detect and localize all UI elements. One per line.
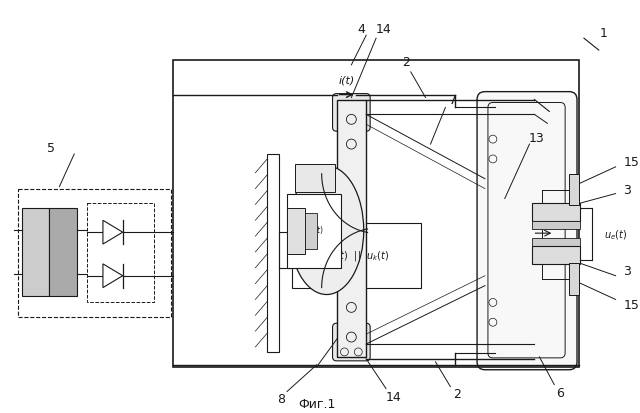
FancyBboxPatch shape bbox=[333, 95, 370, 132]
Bar bbox=[337, 100, 366, 357]
Bar bbox=[569, 174, 579, 206]
Text: 15: 15 bbox=[623, 298, 639, 311]
Text: 5: 5 bbox=[47, 141, 56, 154]
Text: 6: 6 bbox=[556, 386, 564, 399]
Text: 3: 3 bbox=[623, 265, 632, 278]
Bar bbox=[305, 214, 317, 249]
Bar bbox=[87, 204, 154, 303]
Polygon shape bbox=[103, 264, 123, 288]
Bar bbox=[18, 189, 172, 318]
Bar bbox=[22, 209, 49, 296]
Text: $u_e(t)$: $u_e(t)$ bbox=[604, 228, 627, 241]
Bar bbox=[268, 154, 279, 352]
Text: i(t): i(t) bbox=[339, 76, 355, 85]
Bar bbox=[532, 239, 580, 247]
Bar bbox=[295, 164, 335, 192]
Text: 14: 14 bbox=[376, 23, 392, 36]
Text: 8: 8 bbox=[277, 392, 285, 405]
Bar bbox=[532, 247, 580, 264]
Polygon shape bbox=[103, 221, 123, 244]
Text: 3: 3 bbox=[623, 184, 632, 197]
Ellipse shape bbox=[289, 166, 364, 295]
Bar bbox=[532, 222, 580, 230]
Text: 2: 2 bbox=[453, 387, 461, 400]
Text: $u_m(t)$: $u_m(t)$ bbox=[303, 224, 324, 237]
Bar bbox=[292, 224, 420, 288]
Bar bbox=[49, 209, 77, 296]
Text: 1: 1 bbox=[600, 27, 607, 40]
FancyBboxPatch shape bbox=[333, 323, 370, 361]
Bar bbox=[569, 263, 579, 295]
Text: 7: 7 bbox=[449, 94, 458, 107]
Text: 15: 15 bbox=[623, 156, 639, 169]
Bar bbox=[532, 204, 580, 222]
Text: 14: 14 bbox=[386, 390, 402, 403]
FancyBboxPatch shape bbox=[477, 93, 577, 370]
Bar bbox=[173, 61, 579, 367]
Text: Фиг.1: Фиг.1 bbox=[298, 397, 335, 410]
Text: 2: 2 bbox=[402, 56, 410, 69]
Text: 13: 13 bbox=[529, 131, 544, 144]
Text: $u_m(t)$  $||$  $u_k(t)$: $u_m(t)$ $||$ $u_k(t)$ bbox=[323, 248, 390, 262]
Text: 4: 4 bbox=[357, 23, 365, 36]
Bar bbox=[287, 209, 305, 254]
Bar bbox=[287, 194, 342, 268]
